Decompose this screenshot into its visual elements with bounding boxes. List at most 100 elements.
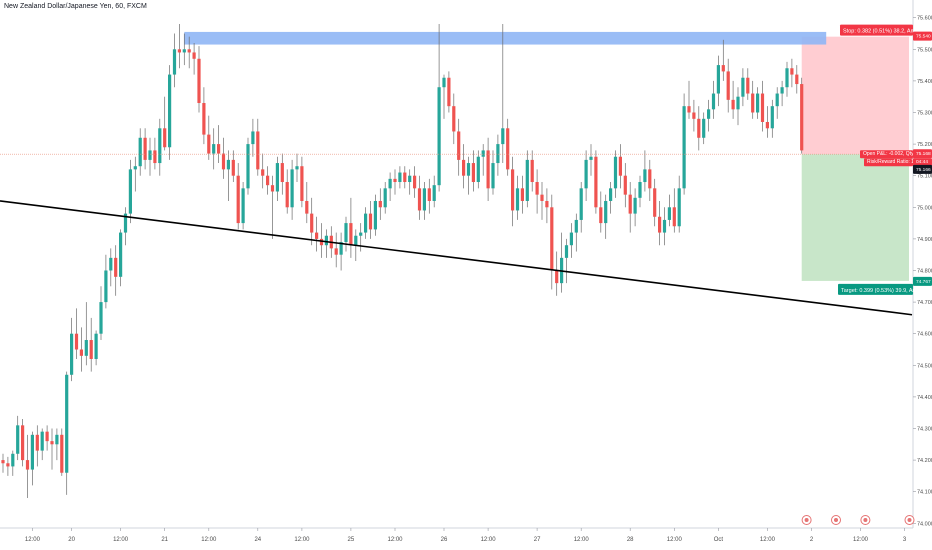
event-icon-dot[interactable] xyxy=(804,518,809,522)
candle-body xyxy=(65,374,69,473)
candle-body xyxy=(339,242,343,255)
candle xyxy=(692,99,696,132)
candle xyxy=(530,150,534,192)
candle-body xyxy=(574,219,578,233)
price-tick-label: 75.100 xyxy=(917,174,932,180)
price-tick-label: 75.600 xyxy=(917,16,932,22)
candle-body xyxy=(168,74,172,148)
candle-body xyxy=(158,128,162,164)
candle xyxy=(702,112,706,145)
event-icon-dot[interactable] xyxy=(907,518,912,522)
candle-body xyxy=(50,441,54,445)
candle-body xyxy=(295,166,299,170)
candle-body xyxy=(217,144,221,154)
candle xyxy=(751,80,755,119)
candle xyxy=(785,61,789,97)
candle xyxy=(790,58,794,88)
candle xyxy=(1,453,5,473)
candle xyxy=(364,207,368,239)
candle-body xyxy=(403,172,407,183)
candle xyxy=(413,166,417,198)
resistance-band xyxy=(184,31,827,45)
candle xyxy=(452,93,456,145)
candle xyxy=(138,128,142,176)
candle-body xyxy=(373,200,377,230)
candle-body xyxy=(618,156,622,176)
current-price-tag-text: 75.166 xyxy=(916,167,931,173)
candle-body xyxy=(584,159,588,189)
candle-body xyxy=(746,77,750,94)
candle xyxy=(408,169,412,195)
event-icon[interactable] xyxy=(801,515,812,525)
candle-body xyxy=(163,128,167,148)
candle xyxy=(359,223,363,252)
candle xyxy=(476,150,480,189)
candle-body xyxy=(795,74,799,85)
candle-body xyxy=(319,238,324,246)
event-icon[interactable] xyxy=(860,515,871,525)
candle xyxy=(207,115,211,160)
time-tick-label: 12:00 xyxy=(667,537,683,543)
candle-body xyxy=(785,68,789,88)
time-tick-label: 20 xyxy=(68,537,75,543)
candle xyxy=(339,232,343,271)
candle-body xyxy=(437,87,441,186)
candle-body xyxy=(555,270,559,284)
candle-body xyxy=(422,188,426,211)
candle-body xyxy=(471,163,475,183)
price-tick-label: 74.600 xyxy=(917,332,932,338)
candle-body xyxy=(609,188,613,201)
price-tick-label: 74.300 xyxy=(917,426,932,432)
candle-body xyxy=(780,87,784,94)
candle xyxy=(604,194,608,239)
stop-price-tag-text: 75.540 xyxy=(916,34,931,40)
candle-body xyxy=(707,109,711,119)
candle-body xyxy=(643,169,647,183)
time-tick-label: 12:00 xyxy=(113,537,129,543)
candle-body xyxy=(736,96,740,110)
time-tick-label: 12:00 xyxy=(25,537,41,543)
candle xyxy=(266,166,270,195)
event-icon[interactable] xyxy=(831,515,841,525)
candle xyxy=(653,178,657,227)
candle xyxy=(658,200,662,246)
candle xyxy=(251,118,255,157)
candle-body xyxy=(594,156,598,208)
candle-body xyxy=(202,103,206,135)
candle xyxy=(667,194,671,227)
candle xyxy=(618,144,622,189)
price-tick-label: 74.800 xyxy=(917,268,932,274)
time-tick-label: 2 xyxy=(810,537,814,543)
candle-body xyxy=(310,213,314,233)
event-icon-dot[interactable] xyxy=(834,518,838,522)
time-tick-label: 26 xyxy=(441,537,448,543)
candle xyxy=(50,428,54,470)
event-icon-dot[interactable] xyxy=(863,518,868,522)
candle-body xyxy=(682,106,686,189)
candle xyxy=(344,216,348,252)
candle-body xyxy=(153,150,157,164)
event-icon[interactable] xyxy=(904,515,915,525)
candle xyxy=(707,99,711,132)
candle xyxy=(182,33,186,66)
candle-body xyxy=(466,163,471,176)
candle-body xyxy=(324,235,328,246)
time-tick-label: 12:00 xyxy=(294,537,310,543)
candle-body xyxy=(133,166,137,170)
candle xyxy=(560,232,564,293)
event-icons[interactable] xyxy=(801,515,915,525)
candle-body xyxy=(432,185,436,201)
candle xyxy=(270,175,275,239)
candle xyxy=(471,150,475,192)
candle xyxy=(236,163,240,230)
target-price-tag: 74.767 xyxy=(913,276,932,286)
candle-body xyxy=(564,245,569,258)
candle-body xyxy=(726,71,730,100)
candle-body xyxy=(109,257,113,271)
candle xyxy=(163,96,167,151)
candle-body xyxy=(16,425,20,454)
candle xyxy=(349,197,353,258)
price-tick-label: 74.000 xyxy=(917,521,932,527)
candle-body xyxy=(226,159,230,170)
